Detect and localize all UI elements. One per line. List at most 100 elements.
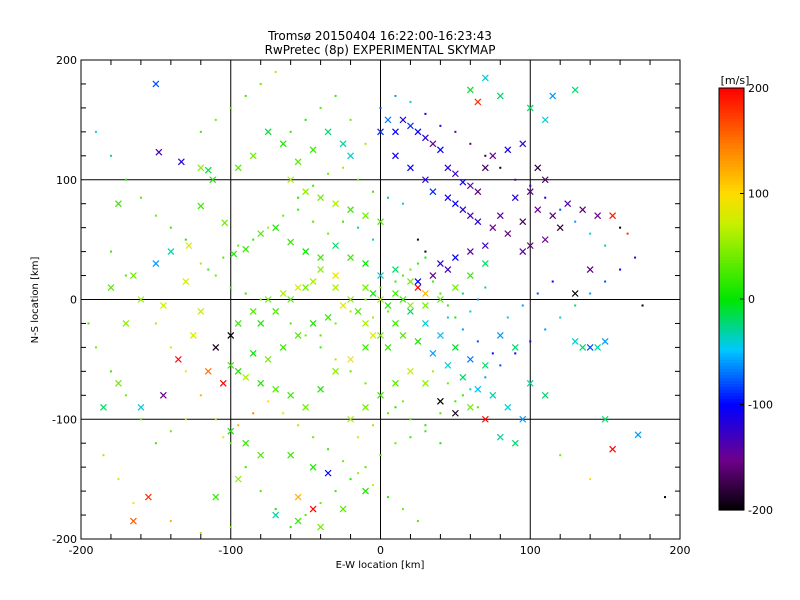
colorbar-segment (719, 109, 744, 113)
data-point-dot (304, 334, 307, 337)
colorbar-segment (719, 175, 744, 180)
data-point-cross (474, 385, 482, 393)
data-point-dot (506, 316, 509, 319)
data-point-dot (184, 238, 187, 241)
data-point-cross (579, 343, 587, 351)
data-point-cross (451, 409, 459, 417)
data-point-cross (459, 178, 467, 186)
data-point-dot (476, 340, 479, 343)
data-point-dot (364, 382, 367, 385)
colorbar-segment (719, 440, 744, 445)
data-point-cross (369, 332, 377, 339)
colorbar-segment (719, 274, 744, 279)
data-point-cross (100, 403, 107, 411)
data-point-dot (484, 376, 487, 379)
colorbar-segment (719, 283, 744, 288)
data-point-cross (362, 260, 369, 267)
colorbar-label: [m/s] (721, 74, 750, 87)
data-point-dot (379, 286, 382, 289)
data-point-cross (287, 391, 295, 399)
data-point-cross (177, 158, 185, 166)
data-point-dot (461, 292, 464, 295)
colorbar-segment (719, 329, 744, 333)
colorbar-segment (719, 121, 744, 125)
data-point-dot (372, 190, 375, 193)
colorbar-segment (719, 377, 744, 381)
data-point-dot (229, 106, 232, 109)
data-point-dot (536, 292, 539, 295)
colorbar-segment (719, 205, 744, 210)
data-point-dot (394, 406, 397, 409)
data-point-cross (392, 266, 399, 273)
data-point-dot (304, 514, 307, 517)
colorbar-segment (719, 256, 744, 261)
data-point-cross (534, 206, 542, 214)
data-point-dot (94, 346, 97, 349)
data-point-dot (626, 232, 629, 235)
data-point-dot (529, 340, 532, 343)
colorbar-segment (719, 437, 744, 442)
data-point-cross (339, 505, 347, 513)
data-point-cross (249, 308, 257, 315)
data-point-cross (159, 302, 167, 309)
data-point-dot (214, 118, 217, 121)
data-point-dot (184, 418, 187, 421)
data-point-dot (342, 460, 345, 463)
data-point-dot (484, 154, 487, 157)
data-point-cross (309, 320, 317, 327)
data-point-dot (289, 130, 292, 133)
data-point-dot (327, 172, 330, 175)
data-point-cross (227, 332, 235, 339)
data-point-dot (229, 442, 232, 445)
data-point-cross (362, 403, 369, 411)
data-point-dot (386, 196, 389, 199)
data-point-cross (152, 80, 160, 88)
data-point-cross (152, 260, 160, 267)
data-point-cross (634, 431, 642, 439)
data-point-cross (601, 415, 609, 423)
data-point-dot (416, 262, 419, 265)
data-point-cross (332, 200, 339, 208)
axis-ticks: -200 -100 0 100 200 -200 -100 0 100 200 (52, 54, 690, 557)
data-point-dot (244, 94, 247, 97)
data-point-dot (574, 304, 577, 307)
data-point-cross (407, 278, 414, 285)
data-point-cross (332, 242, 339, 250)
data-point-cross (414, 284, 422, 291)
data-point-cross (451, 343, 459, 351)
data-point-dot (139, 298, 142, 301)
data-point-dot (401, 202, 404, 205)
data-point-dot (124, 394, 127, 397)
data-point-cross (122, 320, 130, 327)
data-point-dot (312, 184, 315, 187)
data-point-cross (212, 343, 220, 351)
data-point-cross (392, 128, 399, 136)
data-point-cross (541, 116, 549, 124)
data-point-dot (439, 292, 442, 295)
colorbar-segment (719, 157, 744, 161)
data-point-cross (504, 230, 512, 238)
data-point-cross (534, 164, 542, 172)
data-point-dot (334, 490, 337, 493)
data-point-dot (372, 424, 375, 427)
data-point-dot (139, 196, 142, 199)
data-point-cross (257, 451, 265, 459)
data-point-dot (154, 442, 157, 445)
data-point-cross (294, 517, 302, 525)
data-point-cross (519, 415, 527, 423)
data-point-cross (429, 188, 437, 196)
colorbar-segment (719, 341, 744, 345)
data-point-dot (259, 82, 262, 85)
data-point-dot (372, 316, 375, 319)
data-point-dot (559, 454, 562, 457)
data-point-cross (257, 320, 265, 327)
chart-title: Tromsø 20150404 16:22:00-16:23:43 (267, 29, 492, 43)
data-point-cross (197, 202, 205, 210)
data-point-cross (189, 332, 197, 339)
colorbar-segment (719, 196, 744, 201)
data-point-cross (436, 332, 444, 339)
colorbar-segment (719, 166, 744, 170)
colorbar-segment (719, 112, 744, 116)
data-point-dot (499, 166, 502, 169)
